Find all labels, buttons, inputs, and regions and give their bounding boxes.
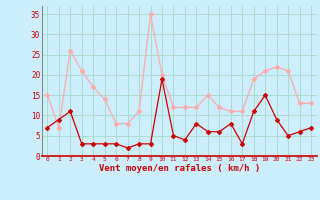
- X-axis label: Vent moyen/en rafales ( km/h ): Vent moyen/en rafales ( km/h ): [99, 164, 260, 173]
